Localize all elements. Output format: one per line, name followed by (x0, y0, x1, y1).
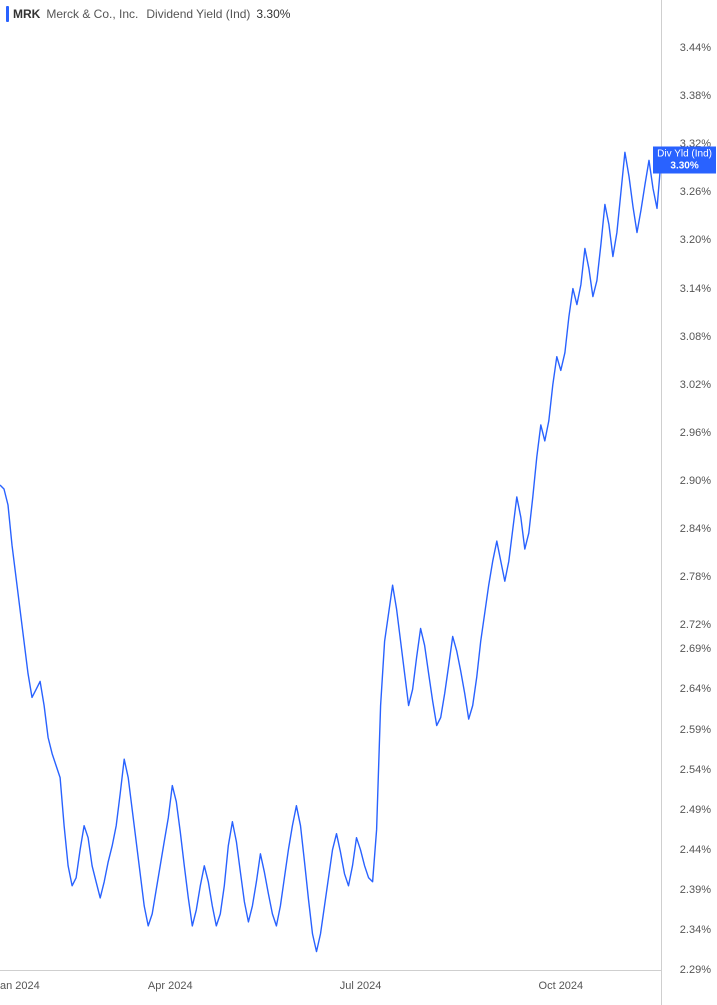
y-tick-label: 2.96% (680, 427, 711, 439)
ticker-symbol: MRK (13, 7, 40, 21)
price-line (0, 152, 661, 951)
y-tick-label: 3.08% (680, 331, 711, 343)
metric-value: 3.30% (256, 7, 290, 21)
y-tick-label: 3.38% (680, 90, 711, 102)
series-color-swatch (6, 6, 9, 22)
y-tick-label: 3.20% (680, 234, 711, 246)
y-tick-label: 2.44% (680, 844, 711, 856)
y-tick-label: 2.78% (680, 571, 711, 583)
flag-label: Div Yld (Ind) (657, 149, 712, 161)
line-chart-svg (0, 0, 717, 1005)
y-tick-label: 3.44% (680, 42, 711, 54)
last-value-flag: Div Yld (Ind) 3.30% (653, 147, 716, 174)
y-tick-label: 2.54% (680, 764, 711, 776)
chart-area[interactable]: 3.44%3.38%3.32%3.26%3.20%3.14%3.08%3.02%… (0, 0, 717, 1005)
y-tick-label: 3.26% (680, 186, 711, 198)
x-tick-label: an 2024 (0, 980, 40, 992)
y-tick-label: 2.49% (680, 804, 711, 816)
x-tick-label: Oct 2024 (539, 980, 584, 992)
y-tick-label: 3.02% (680, 379, 711, 391)
y-tick-label: 2.39% (680, 884, 711, 896)
flag-value: 3.30% (657, 160, 712, 172)
y-tick-label: 2.84% (680, 523, 711, 535)
y-tick-label: 2.90% (680, 475, 711, 487)
x-tick-label: Jul 2024 (340, 980, 382, 992)
y-tick-label: 2.34% (680, 924, 711, 936)
company-name: Merck & Co., Inc. (46, 7, 138, 21)
chart-legend: MRK Merck & Co., Inc. Dividend Yield (In… (2, 4, 294, 24)
y-tick-label: 2.69% (680, 643, 711, 655)
y-tick-label: 2.64% (680, 683, 711, 695)
metric-name: Dividend Yield (Ind) (146, 7, 250, 21)
y-tick-label: 2.29% (680, 964, 711, 976)
y-tick-label: 2.59% (680, 724, 711, 736)
x-tick-label: Apr 2024 (148, 980, 193, 992)
y-tick-label: 2.72% (680, 619, 711, 631)
y-tick-label: 3.14% (680, 283, 711, 295)
